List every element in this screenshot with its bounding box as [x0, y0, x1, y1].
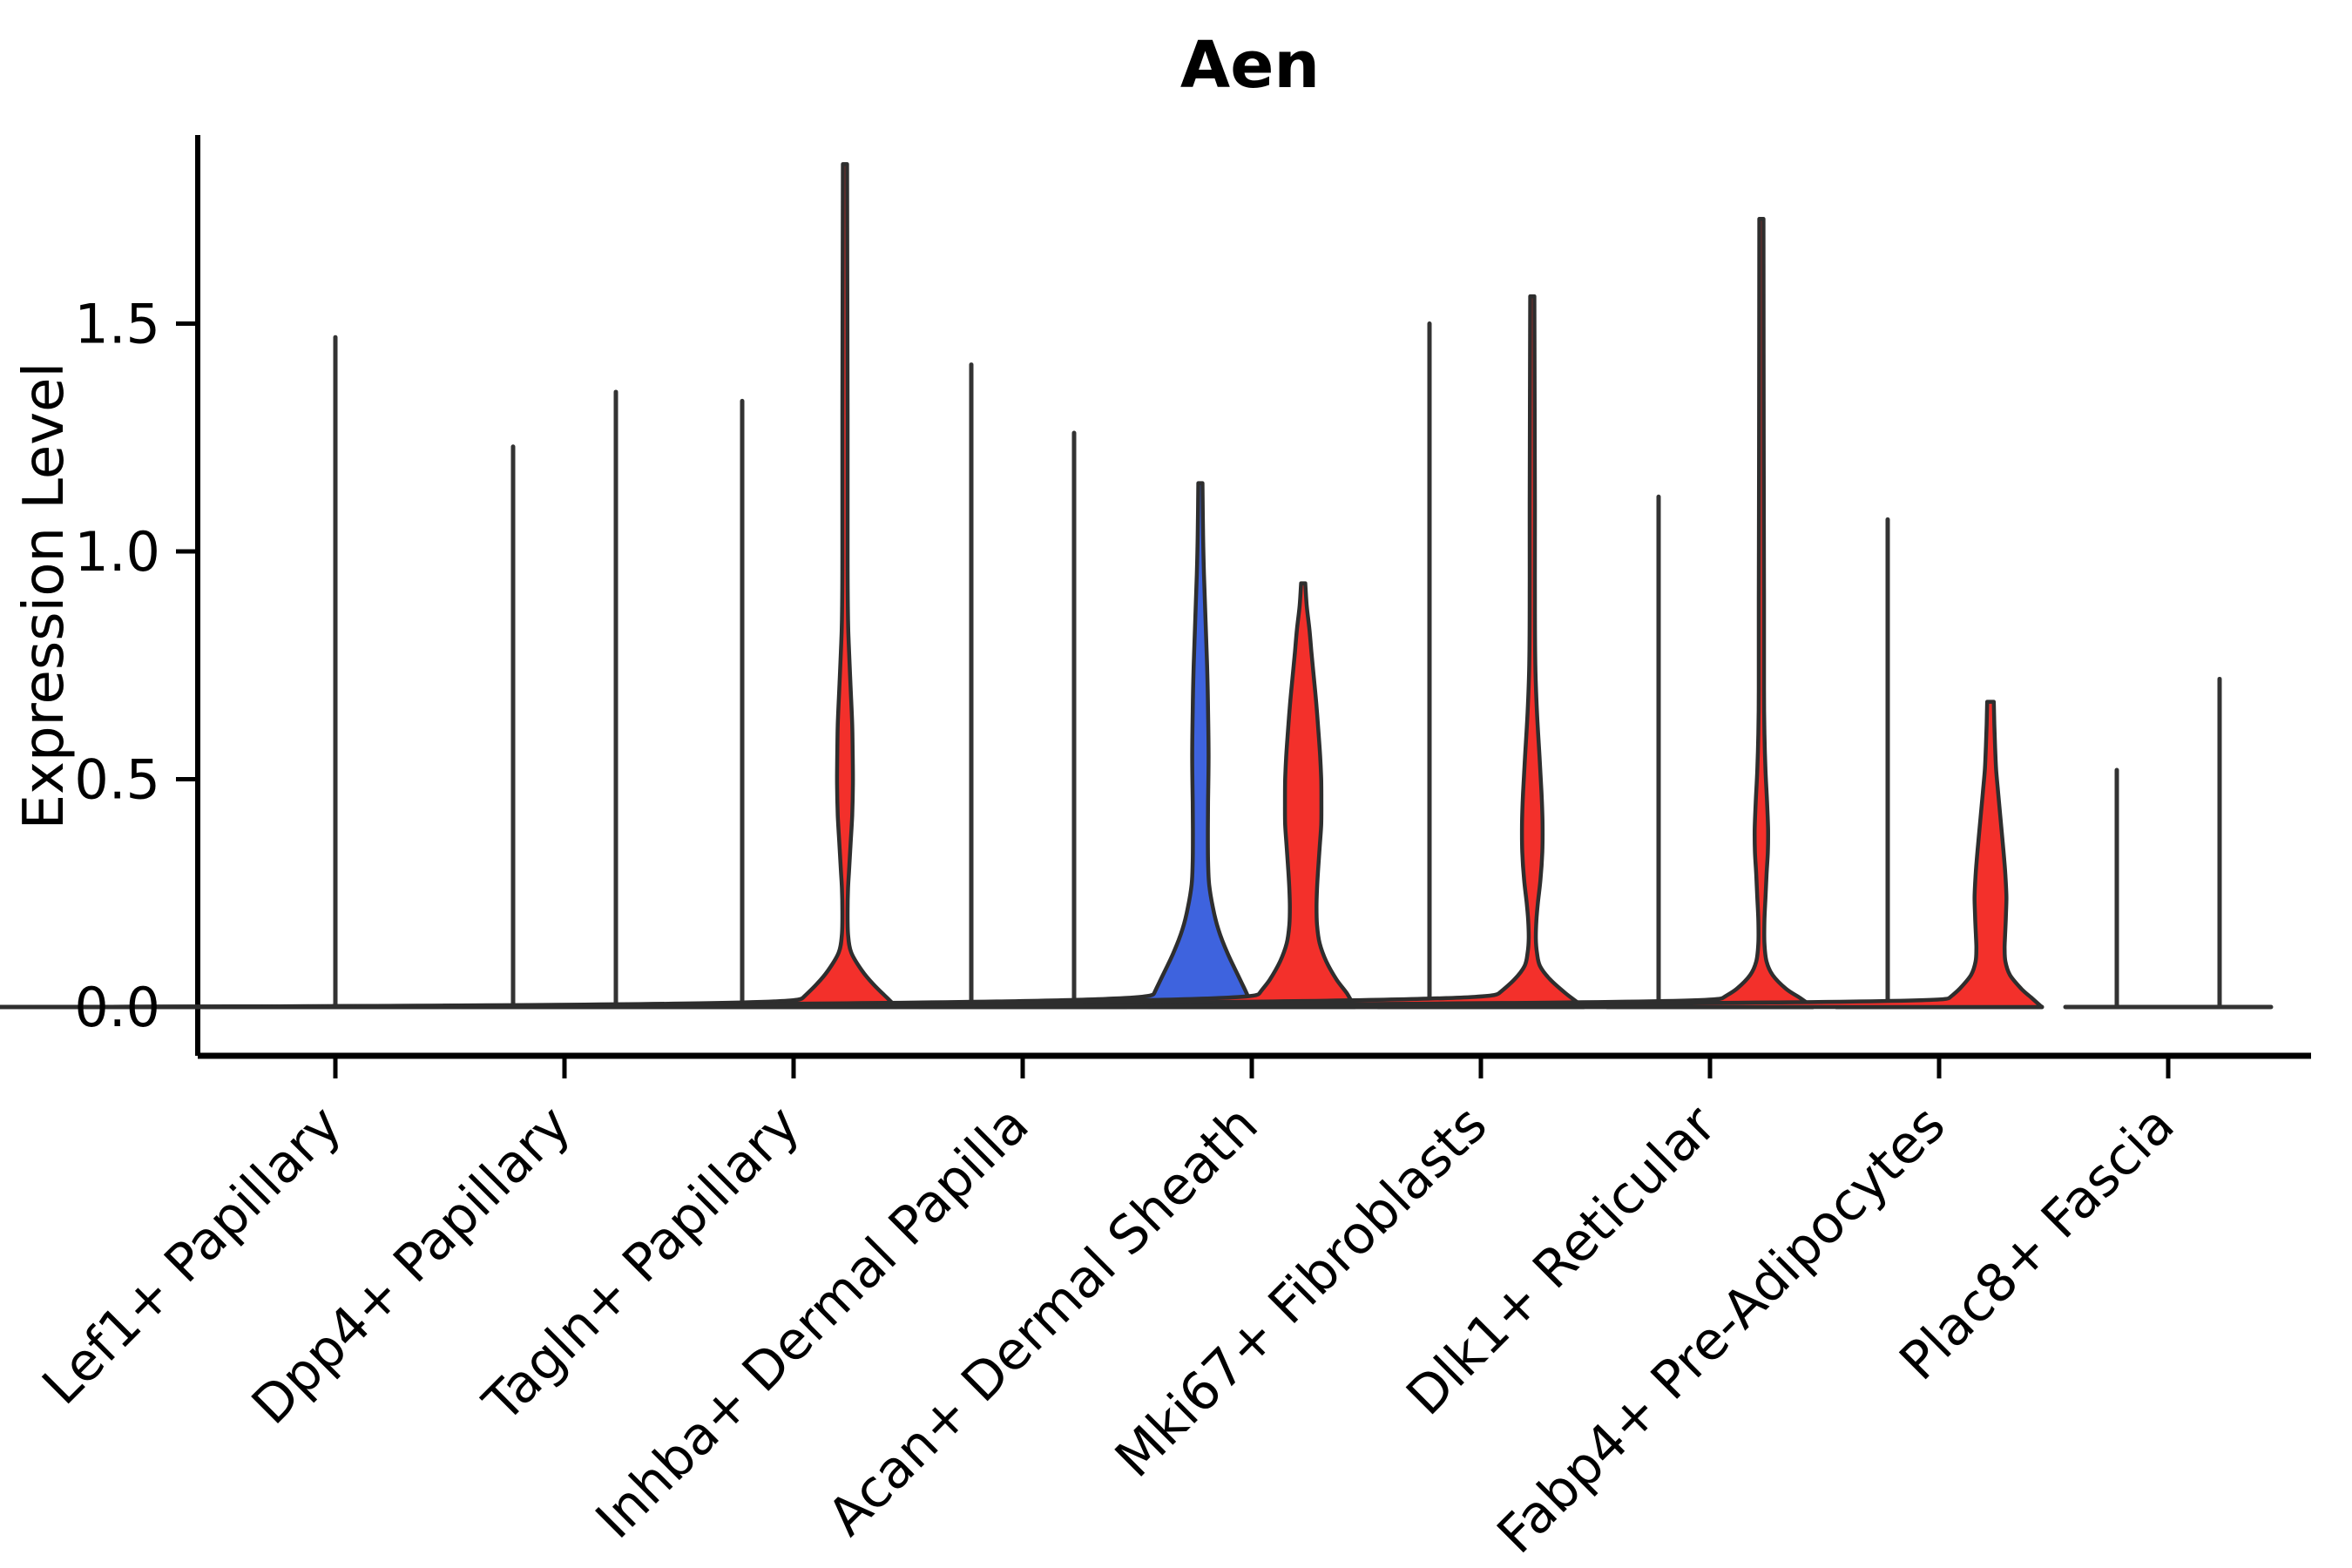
- x-tick-label: Fabp4+ Pre-Adipocytes: [1486, 1094, 1957, 1565]
- axes: [176, 135, 2311, 1078]
- violin-red: [0, 581, 1357, 1010]
- violin-red: [0, 294, 1586, 1010]
- y-tick-label: 1.0: [74, 520, 160, 584]
- x-tick-label: Mki67+ Fibroblasts: [1104, 1094, 1499, 1490]
- x-tick-label: Inhba+ Dermal Papilla: [585, 1094, 1041, 1551]
- violin-red: [0, 700, 2044, 1010]
- plot-title: Aen: [1180, 28, 1320, 103]
- x-tick-label: Acan+ Dermal Sheath: [816, 1094, 1270, 1548]
- y-tick-label: 0.5: [74, 748, 160, 812]
- y-axis-label: Expression Level: [12, 362, 77, 830]
- violin-red: [0, 162, 899, 1010]
- violins: [0, 162, 2222, 1010]
- y-tick-label: 0.0: [74, 976, 160, 1039]
- violin-blue: [0, 481, 1254, 1010]
- y-tick-label: 1.5: [74, 293, 160, 356]
- y-tick-labels: 0.0 0.5 1.0 1.5: [74, 293, 160, 1040]
